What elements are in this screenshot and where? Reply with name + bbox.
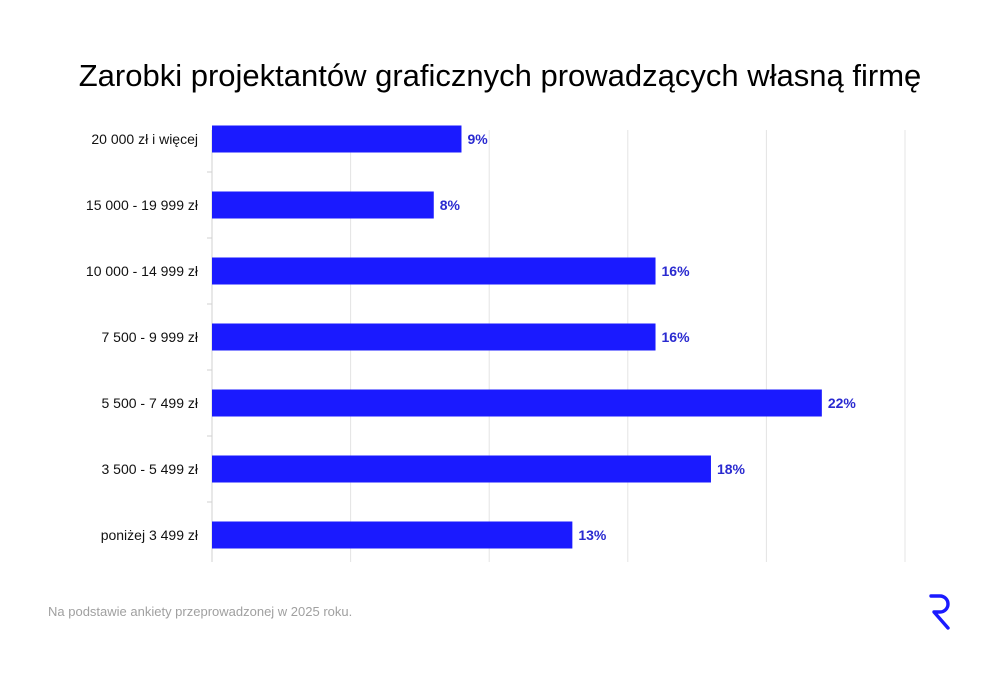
r-brand-logo-icon	[929, 594, 950, 630]
value-label: 16%	[662, 329, 691, 345]
bar	[212, 125, 462, 153]
value-label: 18%	[717, 461, 746, 477]
category-label: poniżej 3 499 zł	[101, 527, 199, 543]
bar	[212, 521, 573, 549]
category-label: 5 500 - 7 499 zł	[101, 395, 198, 411]
category-label: 20 000 zł i więcej	[91, 131, 198, 147]
category-label: 15 000 - 19 999 zł	[86, 197, 199, 213]
value-label: 9%	[467, 131, 488, 147]
value-label: 22%	[828, 395, 857, 411]
category-label: 7 500 - 9 999 zł	[101, 329, 198, 345]
bar	[212, 455, 711, 483]
bar	[212, 257, 656, 285]
category-label: 10 000 - 14 999 zł	[86, 263, 199, 279]
bar	[212, 323, 656, 351]
value-label: 8%	[440, 197, 461, 213]
bar	[212, 191, 434, 219]
value-label: 16%	[662, 263, 691, 279]
source-footnote: Na podstawie ankiety przeprowadzonej w 2…	[48, 604, 353, 619]
chart-title: Zarobki projektantów graficznych prowadz…	[78, 58, 922, 93]
bar	[212, 389, 822, 417]
value-label: 13%	[578, 527, 607, 543]
category-label: 3 500 - 5 499 zł	[101, 461, 198, 477]
